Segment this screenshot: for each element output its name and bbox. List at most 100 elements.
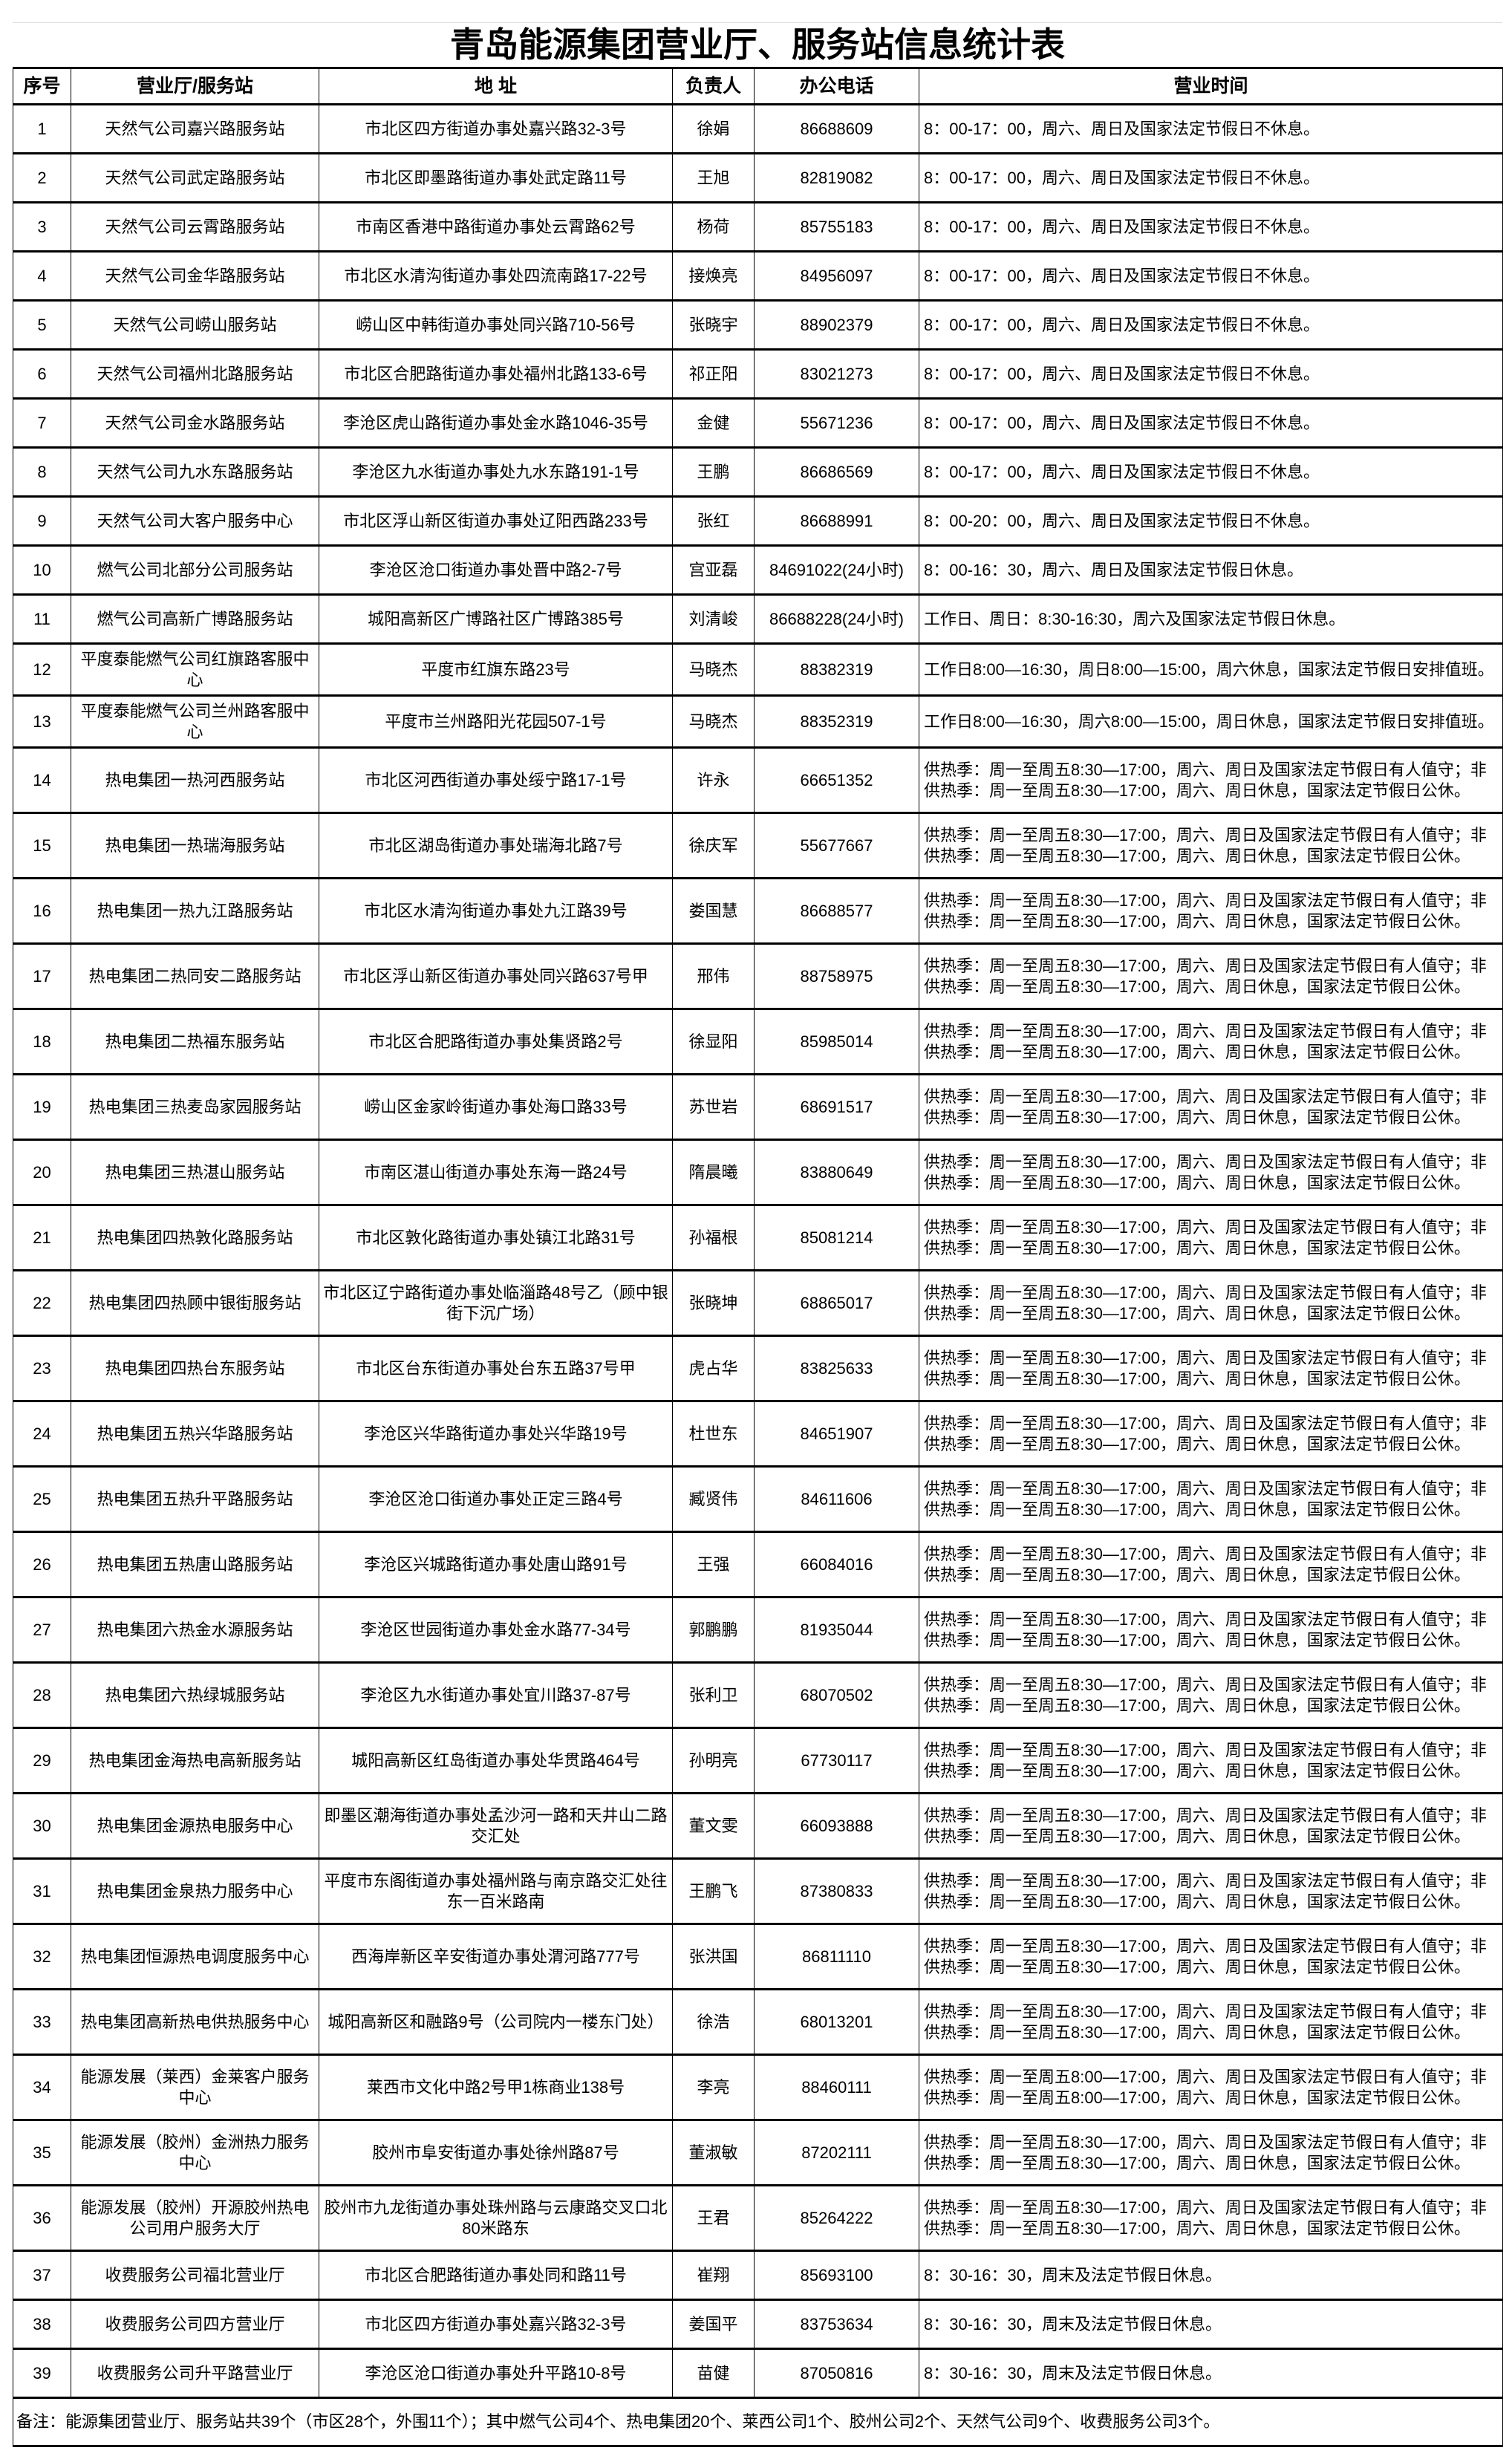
table-row: 11 燃气公司高新广博路服务站 城阳高新区广博路社区广博路385号 刘清峻 866882… [13,594,1503,645]
cell-phone: 87202111 [754,2120,919,2186]
cell-phone: 66084016 [754,1531,919,1598]
table-row: 19 热电集团三热麦岛家园服务站 崂山区金家岭街道办事处海口路33号 苏世岩 68691… [13,1074,1503,1141]
cell-hours: 供热季：周一至周五8:30—17:00，周六、周日及国家法定节假日有人值守；非供… [919,1009,1503,1075]
cell-manager: 杨荷 [672,202,755,253]
cell-hours: 供热季：周一至周五8:30—17:00，周六、周日及国家法定节假日有人值守；非供… [919,1662,1503,1729]
cell-manager: 隋晨曦 [672,1139,755,1206]
cell-station: 收费服务公司四方营业厅 [71,2299,319,2350]
cell-manager: 张洪国 [672,1924,755,1990]
cell-manager: 孙福根 [672,1205,755,1271]
cell-index: 39 [13,2348,71,2399]
hours-text: 供热季：周一至周五8:30—17:00，周六、周日及国家法定节假日有人值守；非供… [924,1283,1487,1323]
cell-phone: 86688991 [754,496,919,547]
cell-phone: 81935044 [754,1597,919,1664]
cell-station: 热电集团四热顾中银街服务站 [71,1270,319,1337]
cell-phone: 67730117 [754,1727,919,1794]
cell-address: 市北区敦化路街道办事处镇江北路31号 [319,1205,673,1271]
cell-phone: 85755183 [754,202,919,253]
table-row: 7 天然气公司金水路服务站 李沧区虎山路街道办事处金水路1046-35号 金健 5567… [13,398,1503,449]
cell-address: 城阳高新区广博路社区广博路385号 [319,594,673,645]
table-row: 34 能源发展（莱西）金莱客户服务中心 莱西市文化中路2号甲1栋商业138号 李亮 88… [13,2054,1503,2121]
cell-manager: 崔翔 [672,2250,755,2301]
table-row: 28 热电集团六热绿城服务站 李沧区九水街道办事处宜川路37-87号 张利卫 68070… [13,1662,1503,1729]
cell-index: 28 [13,1662,71,1729]
stations-table: 序号 营业厅/服务站 地 址 负责人 办公电话 营业时间 1 天然气公司嘉兴路服务… [13,67,1503,2447]
hours-text: 8：00-17：00，周六、周日及国家法定节假日不休息。 [924,315,1320,334]
cell-address: 李沧区兴华路街道办事处兴华路19号 [319,1401,673,1468]
cell-address: 市北区台东街道办事处台东五路37号甲 [319,1335,673,1402]
cell-hours: 供热季：周一至周五8:00—17:00，周六、周日及国家法定节假日有人值守；非供… [919,2054,1503,2121]
cell-address: 市南区香港中路街道办事处云霄路62号 [319,202,673,253]
cell-address: 市北区合肥路街道办事处集贤路2号 [319,1009,673,1075]
cell-hours: 工作日、周日：8:30-16:30，周六及国家法定节假日休息。 [919,594,1503,645]
hours-text: 供热季：周一至周五8:30—17:00，周六、周日及国家法定节假日有人值守；非供… [924,1479,1487,1519]
cell-station: 能源发展（胶州）金洲热力服务中心 [71,2120,319,2186]
cell-station: 热电集团二热同安二路服务站 [71,943,319,1010]
cell-index: 12 [13,643,71,697]
cell-address: 李沧区虎山路街道办事处金水路1046-35号 [319,398,673,449]
cell-address: 李沧区世园街道办事处金水路77-34号 [319,1597,673,1664]
cell-address: 平度市红旗东路23号 [319,643,673,697]
hours-text: 8：00-17：00，周六、周日及国家法定节假日不休息。 [924,462,1320,481]
cell-station: 热电集团一热九江路服务站 [71,878,319,945]
cell-hours: 供热季：周一至周五8:30—17:00，周六、周日及国家法定节假日有人值守；非供… [919,1205,1503,1271]
cell-phone: 83021273 [754,349,919,400]
cell-station: 热电集团高新热电供热服务中心 [71,1989,319,2056]
spreadsheet: 青岛能源集团营业厅、服务站信息统计表 序号 营业厅/服务站 地 址 负责人 办公… [13,22,1503,2447]
table-row: 25 热电集团五热升平路服务站 李沧区沧口街道办事处正定三路4号 臧贤伟 8461160… [13,1466,1503,1533]
cell-hours: 8：00-17：00，周六、周日及国家法定节假日不休息。 [919,300,1503,351]
cell-manager: 王君 [672,2185,755,2252]
cell-phone: 88902379 [754,300,919,351]
cell-manager: 金健 [672,398,755,449]
cell-index: 11 [13,594,71,645]
hours-text: 供热季：周一至周五8:30—17:00，周六、周日及国家法定节假日有人值守；非供… [924,2132,1487,2172]
cell-phone: 66093888 [754,1793,919,1860]
cell-hours: 供热季：周一至周五8:30—17:00，周六、周日及国家法定节假日有人值守；非供… [919,1989,1503,2056]
table-row: 21 热电集团四热敦化路服务站 市北区敦化路街道办事处镇江北路31号 孙福根 85081… [13,1205,1503,1271]
cell-station: 天然气公司嘉兴路服务站 [71,104,319,154]
cell-manager: 郭鹏鹏 [672,1597,755,1664]
cell-index: 37 [13,2250,71,2301]
cell-phone: 86688609 [754,104,919,154]
cell-manager: 王旭 [672,153,755,203]
cell-station: 收费服务公司升平路营业厅 [71,2348,319,2399]
cell-index: 18 [13,1009,71,1075]
table-row: 37 收费服务公司福北营业厅 市北区合肥路街道办事处同和路11号 崔翔 85693100… [13,2250,1503,2301]
cell-station: 热电集团一热河西服务站 [71,747,319,814]
cell-index: 32 [13,1924,71,1990]
header-row: 序号 营业厅/服务站 地 址 负责人 办公电话 营业时间 [13,67,1503,105]
table-row: 3 天然气公司云霄路服务站 市南区香港中路街道办事处云霄路62号 杨荷 85755183… [13,202,1503,253]
table-row: 1 天然气公司嘉兴路服务站 市北区四方街道办事处嘉兴路32-3号 徐娟 86688609… [13,104,1503,154]
hours-text: 供热季：周一至周五8:30—17:00，周六、周日及国家法定节假日有人值守；非供… [924,956,1487,996]
cell-index: 4 [13,251,71,302]
cell-address: 市北区河西街道办事处绥宁路17-1号 [319,747,673,814]
cell-phone: 86688577 [754,878,919,945]
header-station: 营业厅/服务站 [71,67,319,105]
cell-phone: 55677667 [754,812,919,879]
table-row: 26 热电集团五热唐山路服务站 李沧区兴城路街道办事处唐山路91号 王强 6608401… [13,1531,1503,1598]
cell-station: 平度泰能燃气公司兰州路客服中心 [71,695,319,749]
cell-address: 市北区湖岛街道办事处瑞海北路7号 [319,812,673,879]
cell-index: 26 [13,1531,71,1598]
table-row: 27 热电集团六热金水源服务站 李沧区世园街道办事处金水路77-34号 郭鹏鹏 8193… [13,1597,1503,1664]
cell-manager: 徐娟 [672,104,755,154]
cell-index: 6 [13,349,71,400]
cell-phone: 84691022(24小时) [754,545,919,596]
cell-index: 16 [13,878,71,945]
cell-station: 热电集团金源热电服务中心 [71,1793,319,1860]
cell-station: 热电集团四热敦化路服务站 [71,1205,319,1271]
cell-phone: 55671236 [754,398,919,449]
hours-text: 供热季：周一至周五8:30—17:00，周六、周日及国家法定节假日有人值守；非供… [924,825,1487,865]
hours-text: 供热季：周一至周五8:30—17:00，周六、周日及国家法定节假日有人值守；非供… [924,1413,1487,1453]
cell-phone: 84611606 [754,1466,919,1533]
cell-address: 李沧区沧口街道办事处晋中路2-7号 [319,545,673,596]
cell-index: 21 [13,1205,71,1271]
cell-phone: 85985014 [754,1009,919,1075]
cell-address: 李沧区兴城路街道办事处唐山路91号 [319,1531,673,1598]
cell-phone: 87380833 [754,1858,919,1925]
cell-manager: 虎占华 [672,1335,755,1402]
cell-address: 崂山区金家岭街道办事处海口路33号 [319,1074,673,1141]
cell-phone: 83880649 [754,1139,919,1206]
table-row: 29 热电集团金海热电高新服务站 城阳高新区红岛街道办事处华贯路464号 孙明亮 677… [13,1727,1503,1794]
table-row: 5 天然气公司崂山服务站 崂山区中韩街道办事处同兴路710-56号 张晓宇 889023… [13,300,1503,351]
